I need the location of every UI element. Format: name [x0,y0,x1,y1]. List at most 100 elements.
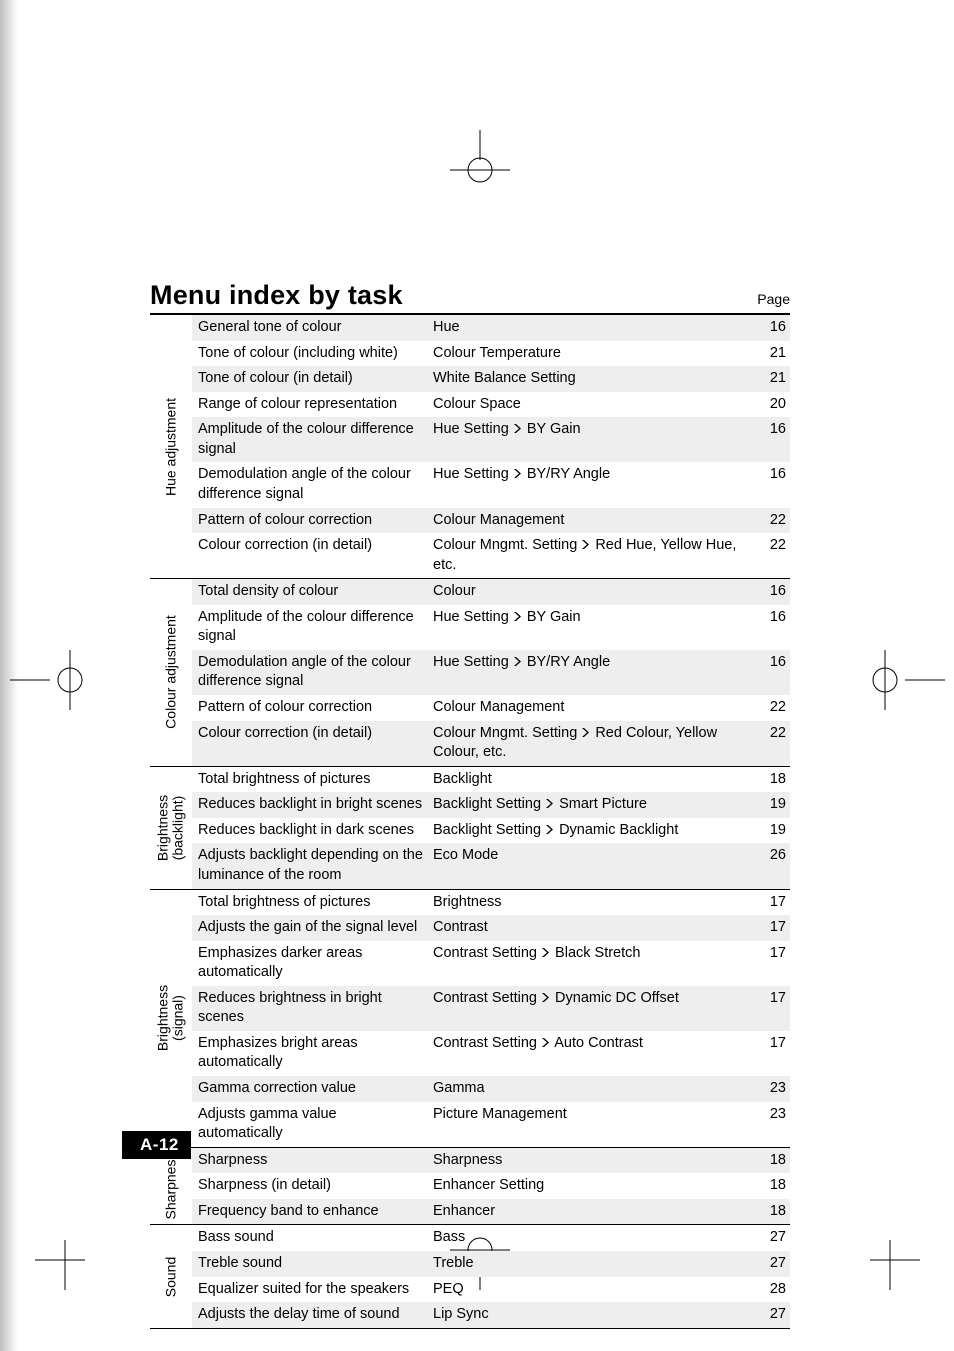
task-cell: Amplitude of the colour difference signa… [198,420,433,459]
page-ref: 16 [758,582,790,602]
menu-segment: BY Gain [527,421,581,437]
category-cell: Brightness(backlight) [150,767,192,889]
menu-cell: Hue Setting BY/RY Angle [433,653,758,673]
menu-segment: BY/RY Angle [527,654,610,670]
table-row: Reduces backlight in bright scenesBackli… [192,792,790,818]
crop-mark-right [845,640,945,720]
chevron-icon [514,465,521,485]
menu-segment: Lip Sync [433,1306,489,1322]
category-cell: Brightness(signal) [150,890,192,1147]
page-ref: 21 [758,344,790,364]
menu-cell: Contrast Setting Auto Contrast [433,1034,758,1054]
table-row: Adjusts the delay time of soundLip Sync2… [192,1302,790,1328]
menu-segment: Picture Management [433,1106,567,1122]
category-label: Colour adjustment [163,616,178,730]
menu-segment: BY Gain [527,609,581,625]
menu-cell: Gamma [433,1079,758,1099]
menu-segment: Colour Management [433,699,564,715]
task-cell: Adjusts gamma value automatically [198,1105,433,1144]
section: Colour adjustment Total density of colour… [150,579,790,767]
page-ref: 17 [758,918,790,938]
menu-segment: Smart Picture [559,796,647,812]
page-title: Menu index by task [150,280,403,311]
task-cell: Total brightness of pictures [198,770,433,790]
table-row: Pattern of colour correctionColour Manag… [192,508,790,534]
menu-segment: Contrast Setting [433,1035,537,1051]
table-row: Amplitude of the colour difference signa… [192,605,790,650]
menu-cell: White Balance Setting [433,369,758,389]
menu-segment: White Balance Setting [433,370,576,386]
rows: Total brightness of picturesBrightness17… [192,890,790,1147]
table-row: Tone of colour (including white)Colour T… [192,341,790,367]
menu-segment: Hue Setting [433,654,509,670]
page-ref: 17 [758,989,790,1009]
page-ref: 19 [758,821,790,841]
section: SharpnessSharpnessSharpness18Sharpness (… [150,1148,790,1226]
task-cell: Adjusts the gain of the signal level [198,918,433,938]
menu-cell: Colour Space [433,395,758,415]
menu-cell: Enhancer Setting [433,1176,758,1196]
task-cell: Amplitude of the colour difference signa… [198,608,433,647]
chevron-icon [582,536,589,556]
menu-segment: Dynamic Backlight [559,822,678,838]
menu-cell: Eco Mode [433,846,758,866]
task-cell: Colour correction (in detail) [198,724,433,744]
section: Brightness(signal)Total brightness of pi… [150,890,790,1148]
table-row: Treble soundTreble27 [192,1251,790,1277]
menu-segment: Eco Mode [433,847,498,863]
table-row: Reduces backlight in dark scenesBackligh… [192,818,790,844]
page-ref: 17 [758,944,790,964]
task-cell: Adjusts backlight depending on the lumin… [198,846,433,885]
task-cell: Sharpness [198,1151,433,1171]
table-row: Demodulation angle of the colour differe… [192,462,790,507]
page-ref: 21 [758,369,790,389]
page-ref: 18 [758,770,790,790]
task-cell: Range of colour representation [198,395,433,415]
category-label: Brightness(backlight) [156,795,187,861]
task-cell: General tone of colour [198,318,433,338]
page-ref: 23 [758,1105,790,1125]
menu-cell: Hue Setting BY Gain [433,420,758,440]
table-row: Pattern of colour correctionColour Manag… [192,695,790,721]
section: Hue adjustmentGeneral tone of colourHue1… [150,315,790,579]
menu-cell: Colour Temperature [433,344,758,364]
menu-cell: Hue Setting BY Gain [433,608,758,628]
table-row: Colour correction (in detail)Colour Mngm… [192,533,790,578]
table-row: Emphasizes bright areas automaticallyCon… [192,1031,790,1076]
menu-cell: Contrast Setting Dynamic DC Offset [433,989,758,1009]
task-cell: Reduces backlight in bright scenes [198,795,433,815]
page-number-tab: A-12 [140,1130,191,1160]
page-ref: 19 [758,795,790,815]
table-row: Sharpness (in detail)Enhancer Setting18 [192,1173,790,1199]
table-row: Total density of colourColour16 [192,579,790,605]
menu-segment: Gamma [433,1080,485,1096]
task-cell: Adjusts the delay time of sound [198,1305,433,1325]
table-row: Gamma correction valueGamma23 [192,1076,790,1102]
task-cell: Treble sound [198,1254,433,1274]
task-cell: Tone of colour (including white) [198,344,433,364]
rows: General tone of colourHue 16 Tone of colou… [192,315,790,578]
chevron-icon [514,653,521,673]
chevron-icon [546,795,553,815]
menu-segment: Hue [433,319,460,335]
rows: SharpnessSharpness18Sharpness (in detail… [192,1148,790,1225]
menu-segment: Enhancer Setting [433,1177,544,1193]
menu-segment: BY/RY Angle [527,466,610,482]
crop-corner-br [870,1240,950,1320]
menu-cell: Lip Sync [433,1305,758,1325]
menu-segment: Auto Contrast [554,1035,643,1051]
page-ref: 28 [758,1280,790,1300]
chevron-icon [514,420,521,440]
category-label: Brightness(signal) [156,985,187,1051]
menu-segment: Contrast Setting [433,945,537,961]
menu-cell: Colour [433,582,758,602]
page-ref: 16 [758,420,790,440]
task-cell: Total density of colour [198,582,433,602]
menu-segment: Treble [433,1255,474,1271]
table-row: Adjusts gamma value automaticallyPicture… [192,1102,790,1147]
menu-segment: Colour Management [433,512,564,528]
page-column-label: Page [757,291,790,307]
menu-segment: Black Stretch [555,945,640,961]
menu-segment: Sharpness [433,1152,502,1168]
menu-cell: Sharpness [433,1151,758,1171]
